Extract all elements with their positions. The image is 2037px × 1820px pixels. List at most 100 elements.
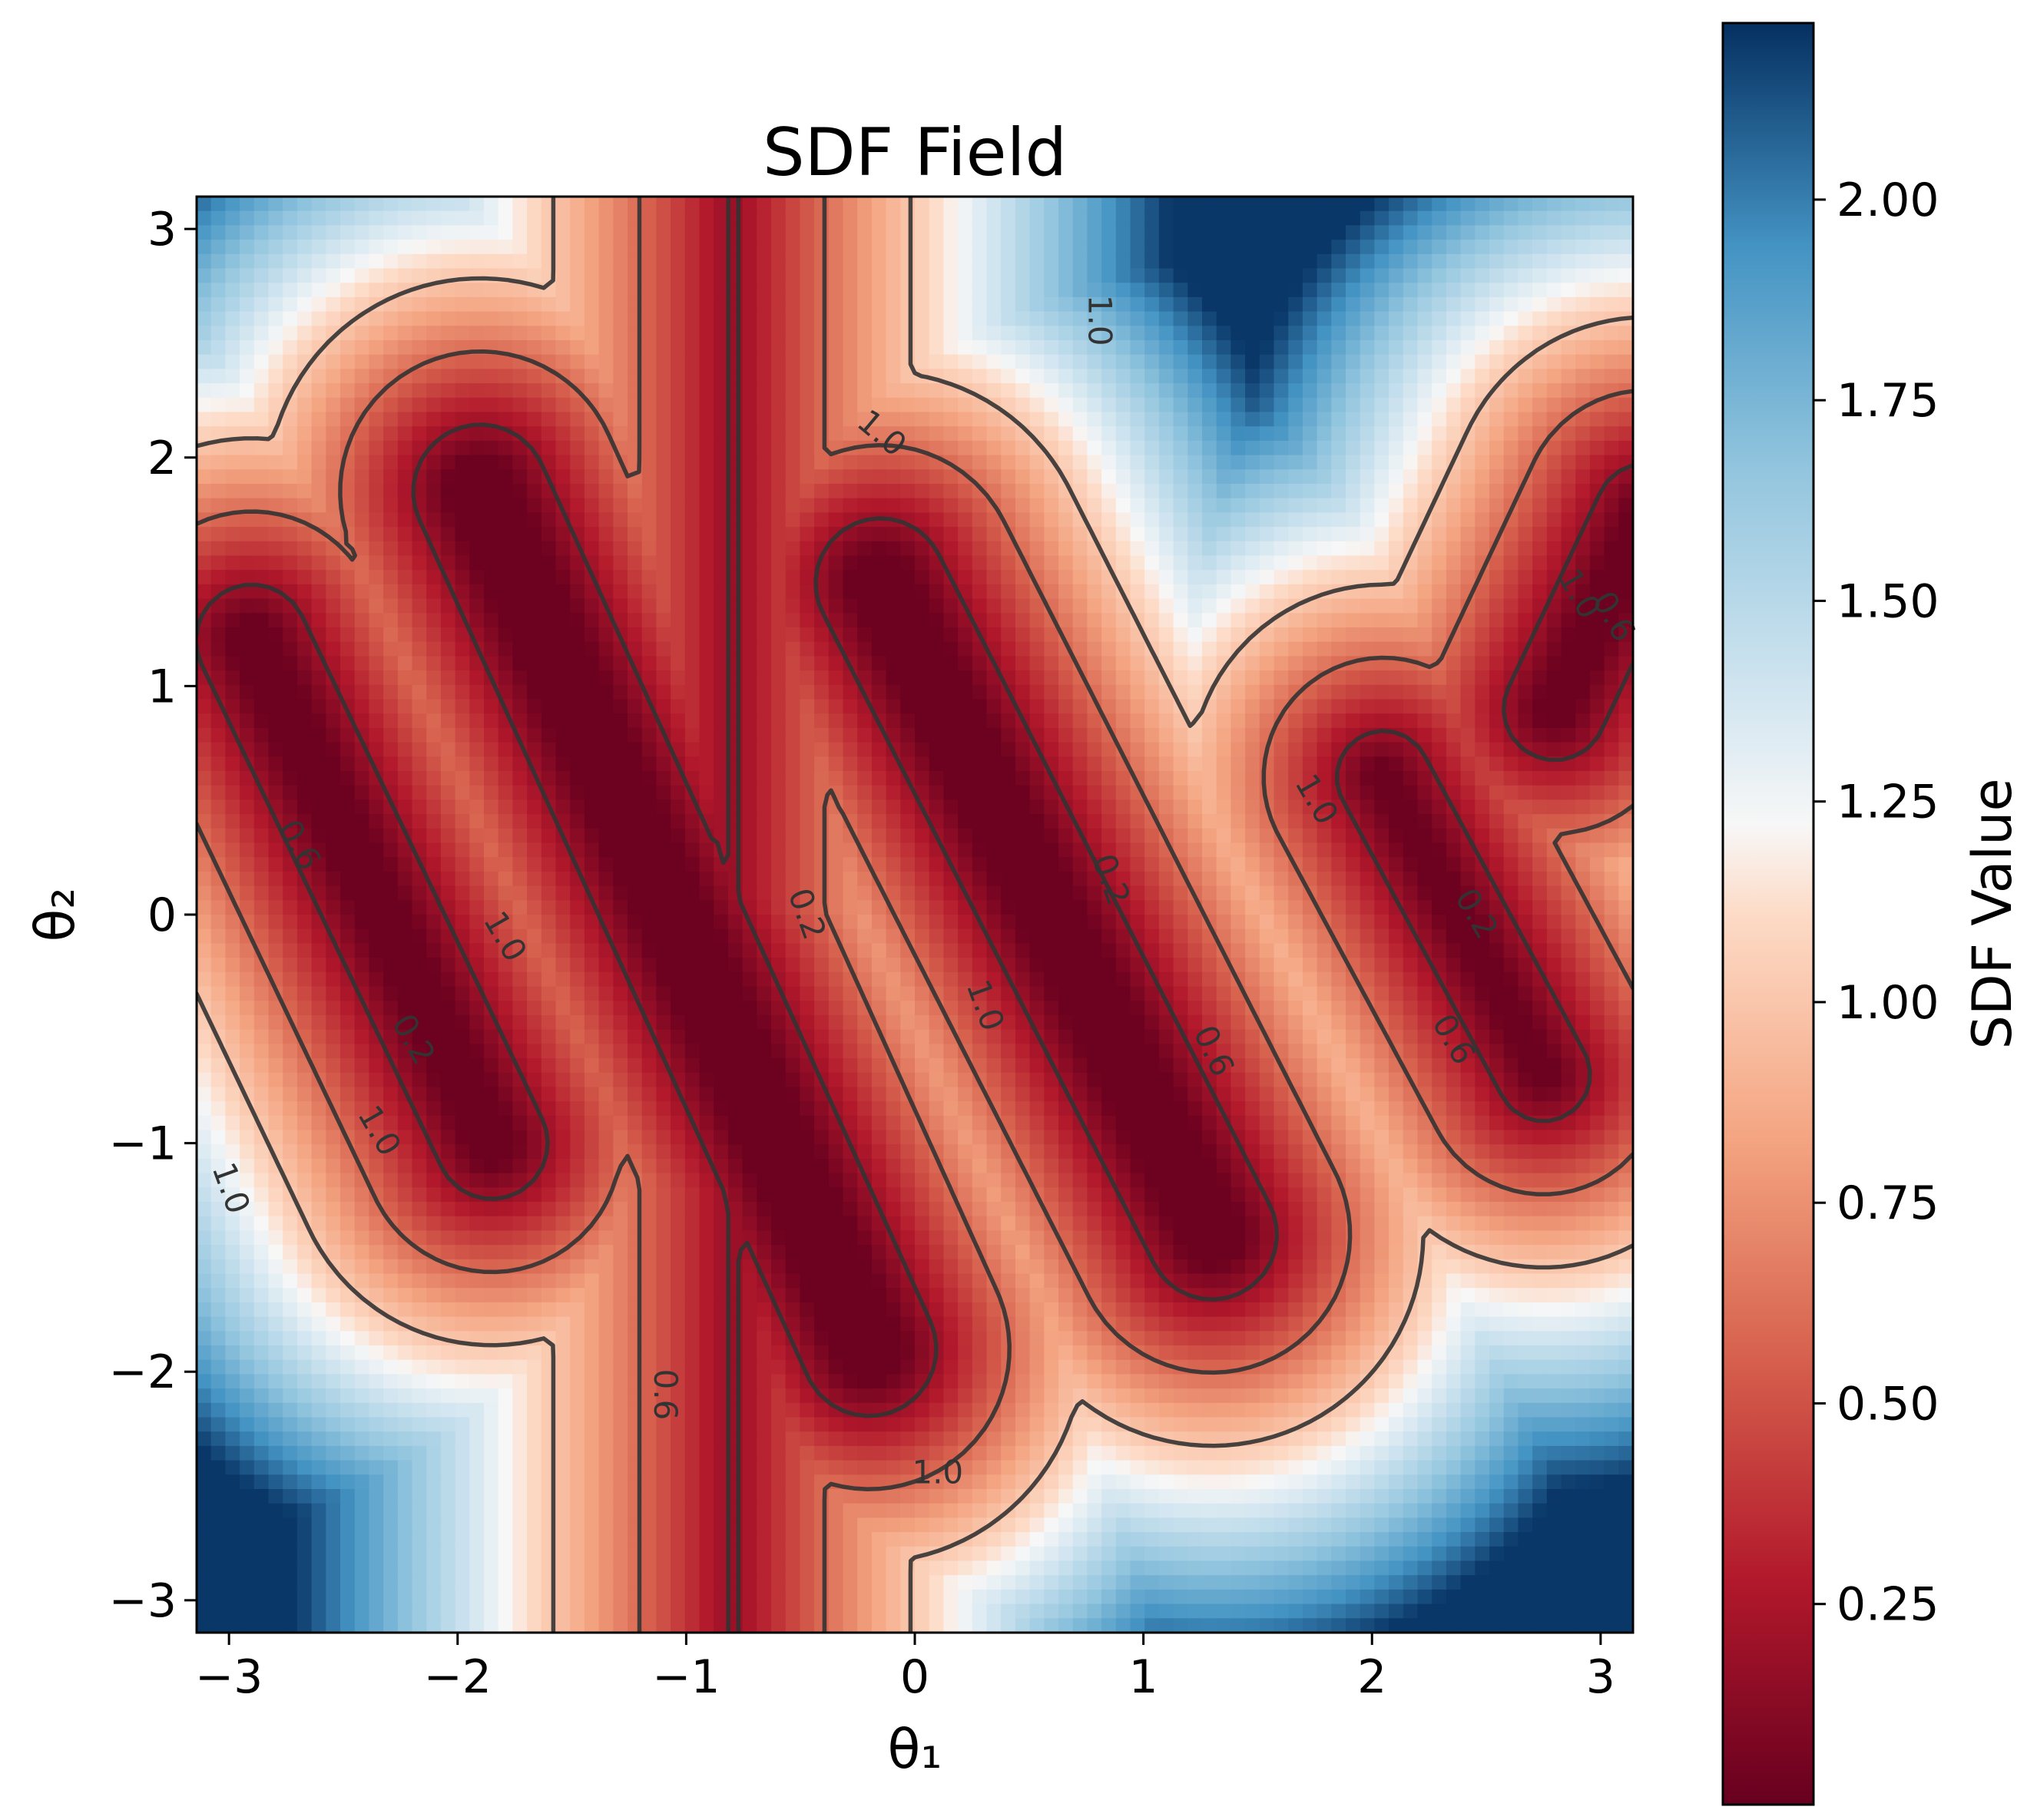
heatmap-cell <box>197 412 212 427</box>
heatmap-cell <box>340 986 356 1001</box>
heatmap-cell <box>800 1115 815 1131</box>
heatmap-cell <box>671 1359 686 1375</box>
heatmap-cell <box>541 1273 557 1289</box>
heatmap-cell <box>527 1374 542 1389</box>
heatmap-cell <box>570 1245 585 1260</box>
heatmap-cell <box>541 684 557 700</box>
heatmap-cell <box>240 383 255 399</box>
heatmap-cell <box>671 412 686 427</box>
heatmap-cell <box>671 713 686 729</box>
heatmap-cell <box>641 340 657 356</box>
heatmap-cell <box>900 1001 916 1016</box>
heatmap-cell <box>326 1374 341 1389</box>
heatmap-cell <box>771 857 787 872</box>
heatmap-cell <box>785 1316 800 1332</box>
heatmap-cell <box>871 1489 887 1504</box>
heatmap-cell <box>527 326 542 341</box>
heatmap-cell <box>641 613 657 628</box>
heatmap-cell <box>714 1130 729 1145</box>
heatmap-cell <box>641 627 657 643</box>
heatmap-cell <box>742 311 757 326</box>
heatmap-cell <box>369 871 384 887</box>
heatmap-cell <box>253 570 270 585</box>
heatmap-cell <box>699 986 714 1001</box>
heatmap-cell <box>283 1115 298 1131</box>
heatmap-cell <box>843 1302 858 1318</box>
heatmap-cell <box>440 1187 456 1203</box>
heatmap-cell <box>727 943 744 958</box>
heatmap-cell <box>527 440 542 456</box>
heatmap-cell <box>598 1618 614 1633</box>
heatmap-cell <box>498 613 513 628</box>
heatmap-cell <box>268 296 283 313</box>
heatmap-cell <box>498 1072 513 1087</box>
heatmap-cell <box>613 1288 628 1303</box>
heatmap-cell <box>383 1087 399 1102</box>
heatmap-cell <box>498 1001 513 1016</box>
heatmap-cell <box>671 1575 686 1590</box>
heatmap-cell <box>771 1331 787 1346</box>
heatmap-cell <box>570 1087 585 1102</box>
heatmap-cell <box>225 369 240 384</box>
heatmap-cell <box>771 268 787 283</box>
heatmap-cell <box>871 1618 887 1633</box>
heatmap-cell <box>253 1603 270 1619</box>
heatmap-cell <box>843 1331 858 1346</box>
heatmap-cell <box>426 225 442 240</box>
heatmap-cell <box>900 842 916 858</box>
heatmap-cell <box>570 785 585 800</box>
heatmap-cell <box>311 713 326 729</box>
heatmap-cell <box>354 1216 369 1231</box>
heatmap-cell <box>742 814 757 829</box>
heatmap-cell <box>570 885 585 901</box>
heatmap-cell <box>785 1374 800 1389</box>
heatmap-cell <box>296 756 313 772</box>
heatmap-cell <box>871 326 887 341</box>
heatmap-cell <box>397 1603 413 1619</box>
heatmap-cell <box>484 871 499 887</box>
heatmap-cell <box>584 598 600 614</box>
heatmap-cell <box>900 814 916 829</box>
heatmap-cell <box>369 799 384 815</box>
heatmap-cell <box>757 785 772 800</box>
heatmap-cell <box>296 1560 313 1576</box>
heatmap-cell <box>671 598 686 614</box>
heatmap-cell <box>225 943 240 958</box>
heatmap-cell <box>240 197 255 212</box>
heatmap-cell <box>828 713 844 729</box>
heatmap-cell <box>800 885 815 901</box>
heatmap-cell <box>455 253 470 270</box>
heatmap-cell <box>814 1374 830 1389</box>
heatmap-cell <box>253 1087 270 1102</box>
heatmap-cell <box>455 369 470 384</box>
heatmap-cell <box>253 1245 270 1260</box>
heatmap-cell <box>857 742 873 757</box>
heatmap-cell <box>469 1072 485 1087</box>
heatmap-cell <box>253 885 270 901</box>
heatmap-cell <box>455 555 470 571</box>
heatmap-cell <box>426 1087 442 1102</box>
heatmap-cell <box>225 1517 240 1533</box>
heatmap-cell <box>397 1560 413 1576</box>
heatmap-cell <box>828 1158 844 1174</box>
heatmap-cell <box>570 397 585 413</box>
heatmap-cell <box>555 670 571 686</box>
heatmap-cell <box>253 225 270 240</box>
heatmap-cell <box>240 440 255 456</box>
heatmap-cell <box>785 1589 800 1605</box>
heatmap-cell <box>455 296 470 313</box>
heatmap-cell <box>369 1144 384 1160</box>
heatmap-cell <box>512 842 528 858</box>
heatmap-cell <box>512 1230 528 1246</box>
heatmap-cell <box>570 1216 585 1231</box>
heatmap-cell <box>383 584 399 600</box>
heatmap-cell <box>268 857 283 872</box>
heatmap-cell <box>253 326 270 341</box>
heatmap-cell <box>527 240 542 255</box>
heatmap-cell <box>383 1245 399 1260</box>
heatmap-cell <box>340 1431 356 1447</box>
heatmap-cell <box>240 498 255 513</box>
heatmap-cell <box>240 1589 255 1605</box>
heatmap-cell <box>613 512 628 528</box>
heatmap-cell <box>253 1259 270 1275</box>
